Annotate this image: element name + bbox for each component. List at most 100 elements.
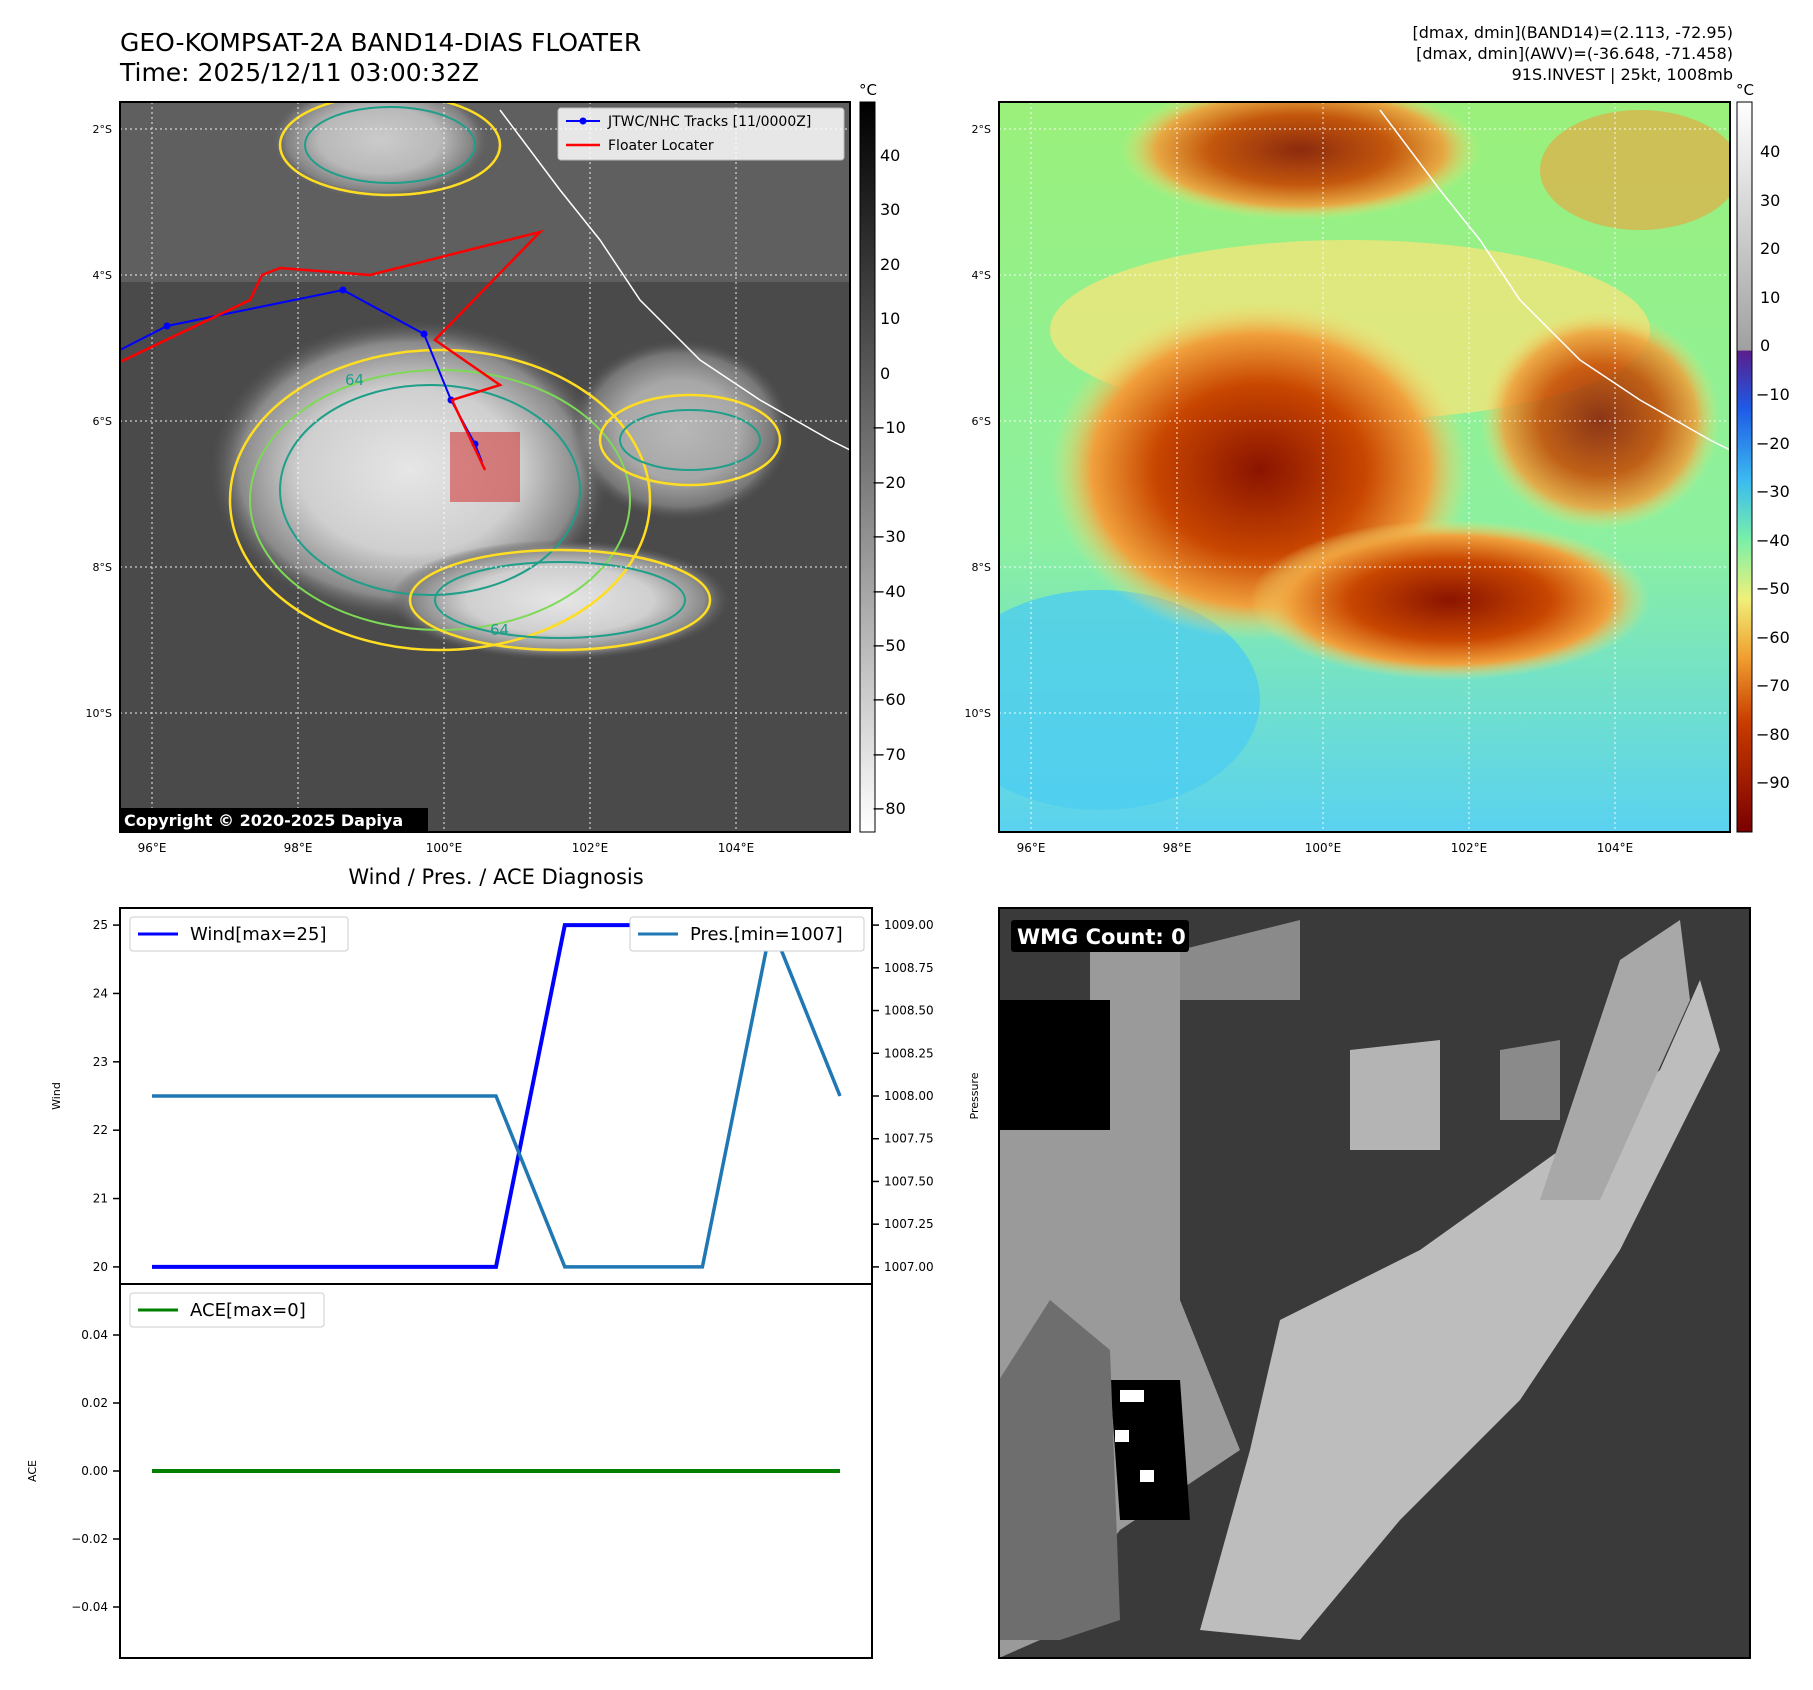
stat-awv: [dmax, dmin](AWV)=(-36.648, -71.458) <box>1416 44 1733 63</box>
ace-ylabel: ACE <box>26 1460 39 1482</box>
lon-label: 98°E <box>1163 841 1192 855</box>
ir-colorbar-unit: °C <box>859 81 877 99</box>
ace-tick-label: 0.02 <box>81 1396 108 1410</box>
lat-label: 10°S <box>965 707 991 720</box>
ir-cbar-tick: −10 <box>872 418 906 437</box>
wmg-panel: WMG Count: 0 <box>998 907 1751 1659</box>
wv-cbar-tick: −30 <box>1756 482 1790 501</box>
wind-legend-label: Wind[max=25] <box>190 924 327 945</box>
lon-label: 96°E <box>1017 841 1046 855</box>
lat-label: 6°S <box>93 415 112 428</box>
wv-cbar-tick: 40 <box>1760 142 1780 161</box>
wv-panel: 2°S 4°S 6°S 8°S 10°S 96°E 98°E 100°E 102… <box>965 81 1790 855</box>
track-point <box>420 330 428 338</box>
lon-label: 104°E <box>718 841 755 855</box>
lat-label: 2°S <box>93 123 112 136</box>
stat-storm: 91S.INVEST | 25kt, 1008mb <box>1511 65 1733 84</box>
pressure-ylabel: Pressure <box>968 1072 981 1119</box>
track-point <box>339 286 347 294</box>
wv-colorbar <box>1736 101 1753 833</box>
lon-label: 98°E <box>284 841 313 855</box>
ir-cbar-tick: 10 <box>880 309 900 328</box>
chart-title: GEO-KOMPSAT-2A BAND14-DIAS FLOATER <box>120 28 642 57</box>
wv-cbar-tick: 10 <box>1760 288 1780 307</box>
ir-cbar-tick: −50 <box>872 636 906 655</box>
wv-cbar-tick: −10 <box>1756 385 1790 404</box>
wind-tick-label: 23 <box>93 1055 108 1069</box>
pressure-tick-label: 1008.00 <box>884 1089 934 1103</box>
wind-tick-label: 21 <box>93 1192 108 1206</box>
ir-colorbar <box>859 101 876 833</box>
lat-label: 4°S <box>972 269 991 282</box>
lon-label: 100°E <box>1305 841 1342 855</box>
lon-label: 102°E <box>1451 841 1488 855</box>
wv-cbar-tick: −90 <box>1756 773 1790 792</box>
lat-label: 8°S <box>93 561 112 574</box>
ir-cbar-tick: 30 <box>880 200 900 219</box>
ir-cbar-tick: −70 <box>872 745 906 764</box>
ace-legend-label: ACE[max=0] <box>190 1300 306 1321</box>
wv-cbar-tick: −50 <box>1756 579 1790 598</box>
ir-cbar-tick: 0 <box>880 364 890 383</box>
diagnosis-title: Wind / Pres. / ACE Diagnosis <box>348 865 643 889</box>
wind-tick-label: 25 <box>93 918 108 932</box>
contour-label: 64 <box>490 621 509 639</box>
pressure-tick-label: 1007.00 <box>884 1260 934 1274</box>
legend-floater: Floater Locater <box>608 138 714 154</box>
stat-band14: [dmax, dmin](BAND14)=(2.113, -72.95) <box>1412 23 1734 42</box>
ir-cbar-tick: 40 <box>880 146 900 165</box>
ir-cbar-tick: −80 <box>872 799 906 818</box>
wv-colorbar-unit: °C <box>1736 81 1754 99</box>
wv-cbar-tick: 20 <box>1760 239 1780 258</box>
wind-legend: Wind[max=25] <box>129 916 349 952</box>
copyright: Copyright © 2020-2025 Dapiya <box>124 811 403 830</box>
pressure-tick-label: 1008.50 <box>884 1004 934 1018</box>
wv-cbar-tick: 30 <box>1760 191 1780 210</box>
lon-label: 102°E <box>572 841 609 855</box>
chart-time: Time: 2025/12/11 03:00:32Z <box>120 58 479 87</box>
ir-cbar-tick: −20 <box>872 473 906 492</box>
floater-locater-line <box>120 229 544 471</box>
pressure-legend: Pres.[min=1007] <box>629 916 865 952</box>
lat-label: 6°S <box>972 415 991 428</box>
wmg-count: WMG Count: 0 <box>1017 925 1186 949</box>
wind-ylabel: Wind <box>50 1082 63 1110</box>
pressure-tick-label: 1007.25 <box>884 1217 934 1231</box>
contour-label: 64 <box>345 371 364 389</box>
pressure-tick-label: 1007.75 <box>884 1132 934 1146</box>
wv-cbar-tick: −70 <box>1756 676 1790 695</box>
ace-tick-label: 0.04 <box>81 1328 108 1342</box>
ace-tick-label: −0.02 <box>71 1532 108 1546</box>
ace-legend: ACE[max=0] <box>129 1292 325 1328</box>
lat-label: 2°S <box>972 123 991 136</box>
wv-cbar-tick: −80 <box>1756 725 1790 744</box>
lat-label: 4°S <box>93 269 112 282</box>
lon-label: 100°E <box>426 841 463 855</box>
lon-label: 96°E <box>138 841 167 855</box>
legend-jtwc: JTWC/NHC Tracks [11/0000Z] <box>607 114 811 130</box>
diagnosis-panel: Wind / Pres. / ACE Diagnosis 25 24 23 22 21 2… <box>26 865 981 1659</box>
ir-cbar-tick: −60 <box>872 690 906 709</box>
wv-frame <box>998 101 1731 833</box>
pressure-tick-label: 1008.25 <box>884 1046 934 1060</box>
ir-cbar-tick: 20 <box>880 255 900 274</box>
wv-cbar-tick: 0 <box>1760 336 1770 355</box>
lat-label: 8°S <box>972 561 991 574</box>
wind-tick-label: 20 <box>93 1260 108 1274</box>
wv-cbar-tick: −20 <box>1756 434 1790 453</box>
pressure-tick-label: 1009.00 <box>884 918 934 932</box>
wmg-frame <box>998 907 1751 1659</box>
coastline <box>499 109 850 451</box>
ir-panel: 64 64 <box>86 81 906 855</box>
wind-tick-label: 24 <box>93 986 108 1000</box>
ace-tick-label: −0.04 <box>71 1600 108 1614</box>
wind-tick-label: 22 <box>93 1123 108 1137</box>
ace-tick-label: 0.00 <box>81 1464 108 1478</box>
ir-cbar-tick: −40 <box>872 582 906 601</box>
lon-label: 104°E <box>1597 841 1634 855</box>
track-point <box>163 322 171 330</box>
wv-cbar-tick: −40 <box>1756 531 1790 550</box>
lat-label: 10°S <box>86 707 112 720</box>
pressure-legend-label: Pres.[min=1007] <box>690 924 843 945</box>
